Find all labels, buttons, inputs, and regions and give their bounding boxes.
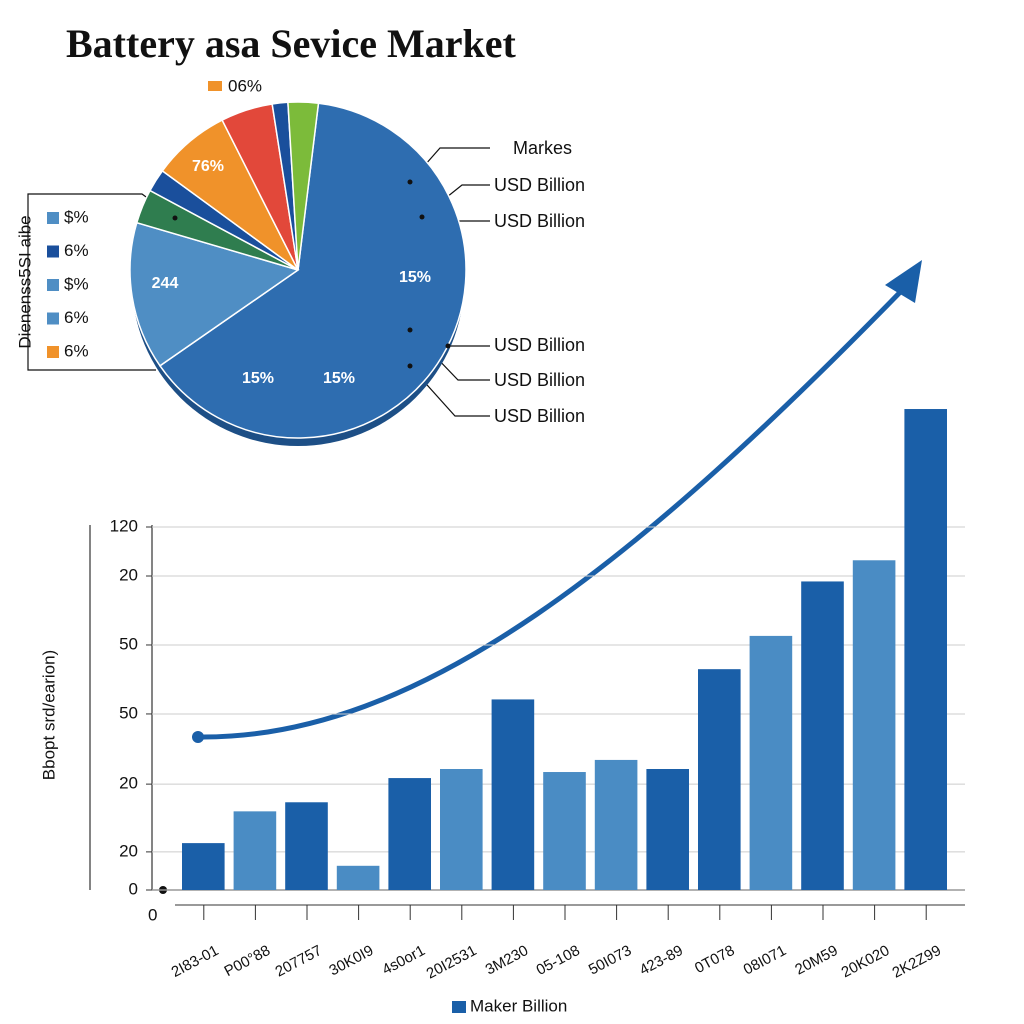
x-tick-label: 30K0I9 <box>326 942 376 979</box>
bar <box>904 409 947 890</box>
y-tick-label: 120 <box>110 516 138 535</box>
legend-label: $% <box>64 274 89 293</box>
callout-dot <box>445 343 451 349</box>
x-tick-label: 08I071 <box>741 942 790 979</box>
x-tick-label: 423-89 <box>637 942 686 979</box>
arrow-head <box>885 260 922 303</box>
x-tick-label: 20I2531 <box>424 942 480 982</box>
callout: USD Billion <box>494 211 585 231</box>
slice-label: 15% <box>242 370 274 387</box>
x-tick-label: 50I073 <box>586 942 635 979</box>
x-tick-label: 2K2Z99 <box>890 942 944 982</box>
y-tick-label: 20 <box>119 841 138 860</box>
legend-swatch <box>208 81 222 91</box>
callout: Markes <box>513 138 572 158</box>
y-tick-label: 0 <box>129 879 138 898</box>
trend-arrow <box>197 278 914 740</box>
callout-dot <box>407 327 413 333</box>
callout: USD Billion <box>494 370 585 390</box>
axis-annotation: 0 <box>148 905 157 924</box>
legend-swatch <box>47 346 59 358</box>
legend-label: $% <box>64 207 89 226</box>
y-axis-label: Bbopt srd/earion) <box>39 650 58 780</box>
callout: USD Billion <box>494 406 585 426</box>
y-tick-label: 50 <box>119 634 138 653</box>
y-tick-label: 20 <box>119 774 138 793</box>
callout: USD Billion <box>494 335 585 355</box>
x-tick-label: 207757 <box>273 942 325 981</box>
legend-label: 6% <box>64 241 89 260</box>
legend-swatch <box>47 312 59 325</box>
legend-swatch <box>47 212 59 224</box>
legend-swatch <box>47 245 59 258</box>
legend-title: Dienenss5SI aibe <box>15 215 34 348</box>
bar <box>285 802 328 890</box>
slice-label: 15% <box>399 269 431 286</box>
callout-dot <box>419 214 425 220</box>
pie-slice <box>158 102 467 439</box>
bar <box>233 811 277 890</box>
slice-label: 244 <box>152 275 179 292</box>
bar <box>388 778 431 890</box>
x-tick-label: 2I83-01 <box>169 942 222 981</box>
x-tick-label: 05-108 <box>534 942 583 979</box>
bar <box>336 865 380 890</box>
bar <box>594 759 638 890</box>
pie-slice <box>287 101 320 271</box>
legend-label: 6% <box>64 341 89 360</box>
bar <box>852 560 896 890</box>
bar <box>749 635 793 890</box>
x-tick-label: 20K020 <box>839 942 893 981</box>
slice-label: 15% <box>323 370 355 387</box>
x-tick-label: P00°88 <box>222 942 274 980</box>
legend-label: 06% <box>228 76 262 95</box>
callout-dot <box>407 363 413 369</box>
y-tick-label: 50 <box>119 703 138 722</box>
bar <box>491 699 535 890</box>
bar <box>801 581 844 890</box>
bar <box>646 769 689 890</box>
legend-swatch <box>452 1001 466 1013</box>
legend-swatch <box>47 279 59 291</box>
callout: USD Billion <box>494 175 585 195</box>
bar <box>698 669 741 890</box>
slice-label: 76% <box>192 158 224 175</box>
x-tick-label: 3M230 <box>483 942 531 979</box>
arrow-start <box>192 731 204 743</box>
x-tick-label: 0T078 <box>692 942 738 977</box>
bar <box>440 769 483 890</box>
bar <box>182 843 225 890</box>
x-tick-label: 20M59 <box>792 942 840 979</box>
bar <box>543 772 586 890</box>
callout-dot <box>172 215 178 221</box>
y-tick-label: 20 <box>119 565 138 584</box>
legend-label: 6% <box>64 308 89 327</box>
callout-dot <box>407 179 413 185</box>
chart-title: Battery asa Sevice Market <box>66 21 517 66</box>
legend-label: Maker Billion <box>470 996 567 1015</box>
x-tick-label: 4s0or1 <box>379 942 427 979</box>
